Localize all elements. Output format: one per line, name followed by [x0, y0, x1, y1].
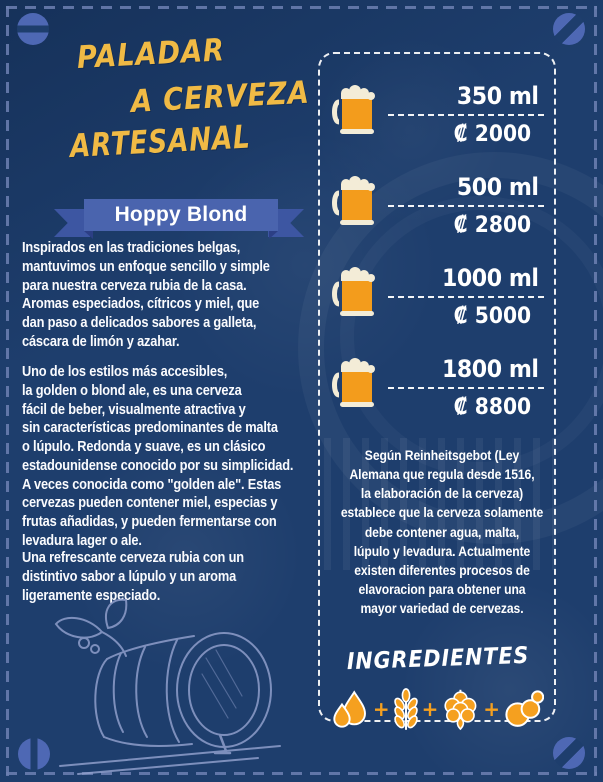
- price-row: 350 ml ₡ 2000: [332, 82, 544, 147]
- barrel-illustration: [54, 598, 281, 775]
- dashed-divider: [388, 296, 544, 298]
- paragraph-style-description: Uno de los estilos más accesibles, la go…: [22, 363, 294, 549]
- screw-icon: [18, 738, 50, 770]
- dashed-divider: [388, 114, 544, 116]
- serving-size: 350 ml: [456, 82, 539, 110]
- serving-price: ₡ 8800: [453, 395, 532, 420]
- serving-size: 1000 ml: [441, 264, 539, 292]
- price-row: 1000 ml ₡ 5000: [332, 264, 544, 329]
- screw-icon: [553, 737, 585, 769]
- ingredients-heading: INGREDIENTES: [346, 643, 530, 676]
- frame-border-left: [6, 6, 9, 776]
- yeast-icon: [505, 690, 544, 728]
- serving-size: 1800 ml: [441, 355, 539, 383]
- beer-style-ribbon: Hoppy Blond: [84, 199, 278, 231]
- serving-size: 500 ml: [456, 173, 539, 201]
- beer-mug-icon: [332, 358, 375, 407]
- beer-mug-icon: [332, 267, 375, 316]
- frame-border-bottom: [6, 772, 597, 775]
- ingredients-icon-row: + +: [332, 684, 544, 734]
- price-row: 1800 ml ₡ 8800: [332, 355, 544, 420]
- dashed-divider: [388, 387, 544, 389]
- plus-separator: +: [483, 697, 500, 722]
- beer-mug-icon: [332, 85, 375, 134]
- frame-border-right: [594, 6, 597, 776]
- paragraph-tasting-notes: Una refrescante cerveza rubia con un dis…: [22, 549, 244, 604]
- water-drops-icon: [333, 690, 366, 728]
- ribbon-fold: [269, 231, 278, 239]
- poster-title-line1: PALADAR: [76, 32, 226, 76]
- dashed-divider: [388, 205, 544, 207]
- poster-title-line3: ARTESANAL: [69, 117, 252, 165]
- poster-title-line2: A CERVEZA: [130, 74, 311, 120]
- hop-icon: [444, 690, 477, 731]
- price-row: 500 ml ₡ 2800: [332, 173, 544, 238]
- price-info-panel: 350 ml ₡ 2000 500 ml ₡ 2800: [318, 52, 556, 731]
- screw-icon: [553, 13, 585, 45]
- frame-border-top: [6, 6, 597, 9]
- plus-separator: +: [421, 697, 439, 722]
- paragraph-inspiration: Inspirados en las tradiciones belgas, ma…: [22, 239, 270, 350]
- wheat-icon: [393, 688, 418, 731]
- serving-price: ₡ 5000: [453, 304, 532, 329]
- plus-separator: +: [372, 697, 390, 722]
- screw-icon: [17, 13, 49, 45]
- beer-mug-icon: [332, 176, 375, 225]
- reinheitsgebot-note: Según Reinheitsgebot (Ley Alemana que re…: [340, 448, 544, 617]
- ribbon-fold: [84, 231, 93, 239]
- serving-price: ₡ 2800: [453, 213, 532, 238]
- serving-price: ₡ 2000: [453, 122, 532, 147]
